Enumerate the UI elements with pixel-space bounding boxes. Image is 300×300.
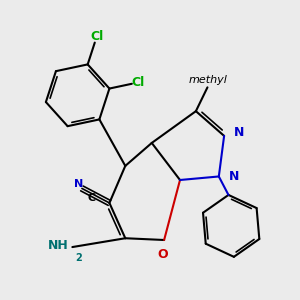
Text: N: N <box>234 126 244 139</box>
Text: N: N <box>229 170 239 183</box>
Text: methyl: methyl <box>189 75 228 85</box>
Text: Cl: Cl <box>90 30 104 43</box>
Text: O: O <box>157 248 168 261</box>
Text: 2: 2 <box>75 254 82 263</box>
Text: C: C <box>88 193 96 203</box>
Text: NH: NH <box>48 239 69 252</box>
Text: Cl: Cl <box>131 76 145 89</box>
Text: N: N <box>74 179 84 189</box>
